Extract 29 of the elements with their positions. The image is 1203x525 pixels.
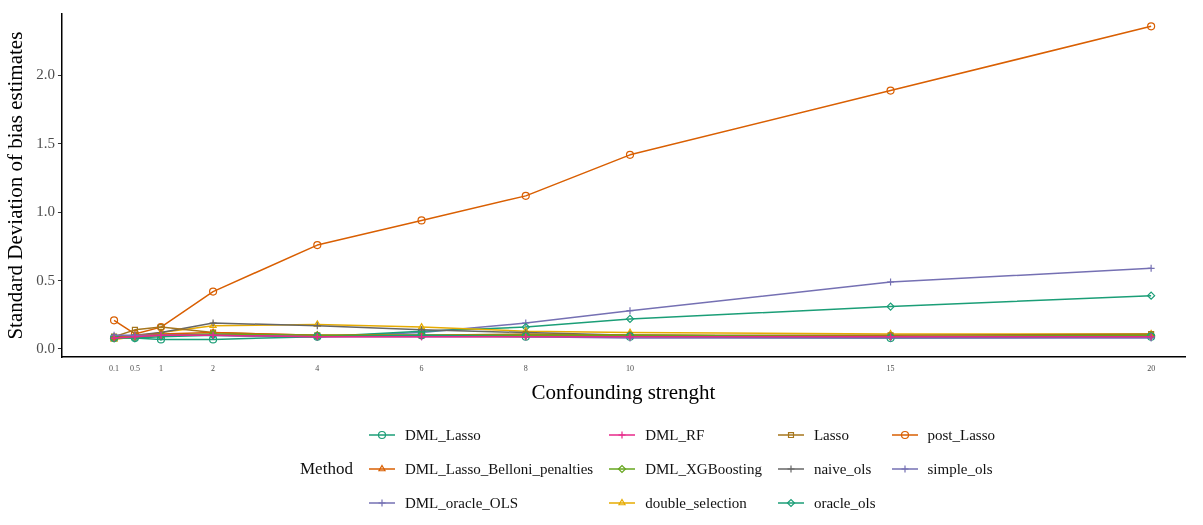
legend-label: simple_ols [927,460,993,478]
y-tick-label: 1.5 [36,134,55,151]
x-tick-label: 15 [886,364,895,374]
x-tick-label: 1 [158,364,163,374]
legend-label: naive_ols [813,460,872,478]
legend-label: post_Lasso [927,426,996,444]
x-tick-label: 0.5 [129,364,140,374]
x-tick-label: 6 [419,364,424,374]
x-tick-label: 20 [1147,364,1156,374]
x-tick-label: 4 [315,364,320,374]
x-tick-label: 10 [625,364,634,374]
y-tick-label: 0.0 [36,339,55,356]
legend-label: DML_Lasso_Belloni_penalties [404,460,594,478]
legend-label: DML_XGBoosting [645,460,762,478]
legend-label: Lasso [813,426,849,444]
y-tick-label: 0.5 [36,271,55,288]
x-tick-label: 0.1 [109,364,120,374]
legend-label: DML_oracle_OLS [404,494,519,512]
legend-title: Method [300,459,353,479]
legend-label: double_selection [645,494,747,512]
x-axis-title: Confounding strenght [531,379,716,404]
legend-label: DML_Lasso [404,426,481,444]
x-tick-label: 2 [211,364,216,374]
legend-label: DML_RF [645,426,705,444]
legend-label: oracle_ols [813,494,876,512]
y-axis-title: Standard Deviation of bias estimates [3,31,28,340]
y-tick-label: 2.0 [36,66,55,83]
x-tick-label: 8 [523,364,528,374]
y-tick-label: 1.0 [36,203,55,220]
